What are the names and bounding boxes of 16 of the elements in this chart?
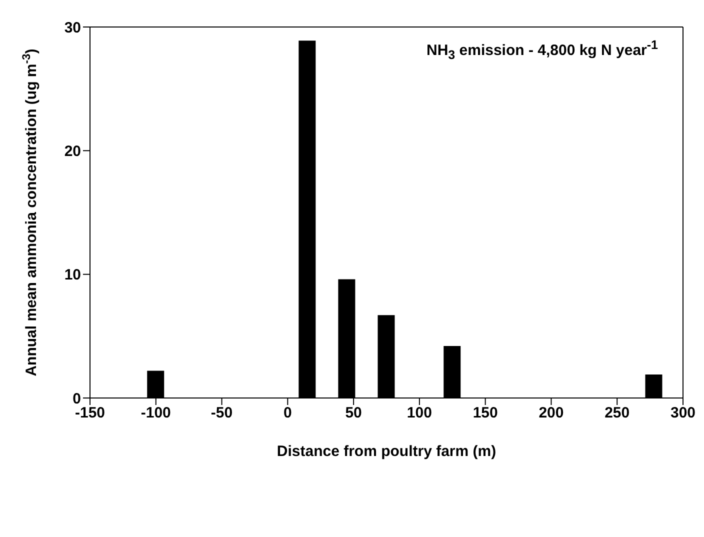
y-tick-label: 10 <box>64 266 81 284</box>
annotation: NH$_{3}$ emission - 4,800 kg N year$^{-1}$ <box>426 38 658 62</box>
x-tick-label: 300 <box>670 404 696 422</box>
x-tick-label: 0 <box>283 404 292 422</box>
x-tick-label: -50 <box>210 404 233 422</box>
x-tick-label: 100 <box>406 404 432 422</box>
x-tick-label: 50 <box>345 404 362 422</box>
x-tick-label: -100 <box>140 404 171 422</box>
y-tick-label: 20 <box>64 142 81 160</box>
y-tick-label: 0 <box>72 390 81 408</box>
x-axis-title: Distance from poultry farm (m) <box>276 443 496 460</box>
x-tick-label: -150 <box>74 404 106 422</box>
x-tick-label: 150 <box>472 404 498 422</box>
x-tick-label: 200 <box>538 404 564 422</box>
y-tick-label: 30 <box>64 19 81 36</box>
x-tick-label: 250 <box>604 404 630 422</box>
